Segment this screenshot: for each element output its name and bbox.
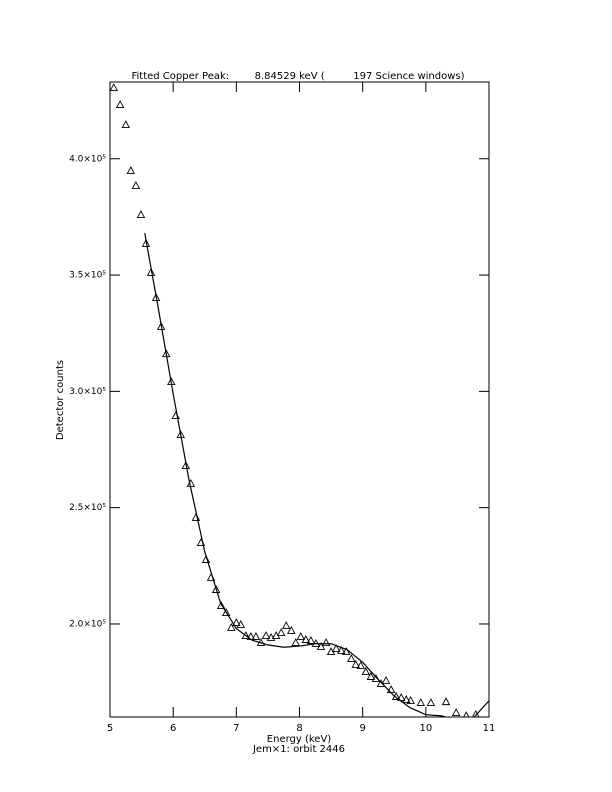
data-point — [266, 632, 276, 641]
y-tick-label: 3.0×10⁵ — [69, 387, 106, 397]
data-point — [251, 632, 261, 640]
data-point — [110, 83, 119, 91]
data-point — [131, 181, 141, 189]
data-point — [401, 695, 411, 703]
data-point — [351, 659, 360, 668]
chart-title: Fitted Copper Peak: 8.84529 keV ( 197 Sc… — [131, 71, 464, 82]
data-point — [136, 210, 146, 218]
data-point — [236, 619, 246, 628]
y-tick-label: 2.5×10⁵ — [69, 503, 106, 513]
data-point — [221, 608, 231, 616]
y-tick-label: 4.0×10⁵ — [69, 154, 106, 164]
data-point — [181, 461, 191, 469]
data-point — [463, 711, 470, 717]
data-point — [211, 585, 221, 593]
data-point — [121, 120, 131, 128]
data-point — [366, 672, 376, 680]
data-point — [347, 654, 356, 663]
data-point — [451, 708, 461, 716]
x-tick-label: 6 — [170, 723, 176, 734]
data-point — [416, 698, 426, 706]
data-point — [201, 555, 211, 563]
x-tick-label: 5 — [107, 723, 113, 734]
x-tick-label: 8 — [296, 723, 302, 734]
data-point — [296, 632, 306, 640]
data-point — [306, 635, 316, 644]
data-point — [261, 631, 271, 640]
data-point — [291, 638, 300, 646]
data-point — [287, 625, 296, 634]
data-point — [276, 628, 286, 636]
data-point — [232, 618, 241, 626]
subtitle: Jem×1: orbit 2446 — [252, 744, 345, 755]
data-point — [406, 696, 415, 704]
plot-area — [110, 83, 489, 717]
data-point — [331, 644, 341, 653]
data-point — [126, 166, 136, 175]
x-tick-label: 7 — [233, 723, 239, 734]
data-point — [321, 638, 331, 646]
data-point — [151, 293, 161, 302]
data-point — [141, 238, 151, 247]
x-axis-label: Energy (keV) — [267, 734, 332, 745]
x-tick-label: 9 — [359, 723, 365, 734]
x-tick-label: 11 — [483, 723, 496, 734]
data-point — [381, 675, 391, 684]
data-point — [336, 645, 346, 654]
y-tick-label: 2.0×10⁵ — [69, 619, 106, 629]
data-point — [441, 697, 451, 706]
fit-line — [144, 233, 489, 717]
data-point — [356, 661, 366, 670]
data-point — [361, 667, 371, 676]
data-point — [241, 631, 251, 640]
y-axis-label: Detector counts — [55, 360, 66, 440]
data-point — [301, 635, 311, 643]
data-point — [281, 621, 291, 630]
data-point — [156, 321, 166, 330]
data-point — [426, 698, 436, 706]
data-point — [316, 642, 326, 650]
data-point — [115, 100, 125, 108]
data-point — [146, 268, 156, 276]
x-tick-label: 10 — [419, 723, 432, 734]
data-point — [216, 601, 226, 609]
data-point — [227, 622, 236, 631]
y-tick-label: 3.5×10⁵ — [69, 271, 106, 281]
data-point — [341, 647, 351, 656]
data-point — [396, 692, 406, 701]
